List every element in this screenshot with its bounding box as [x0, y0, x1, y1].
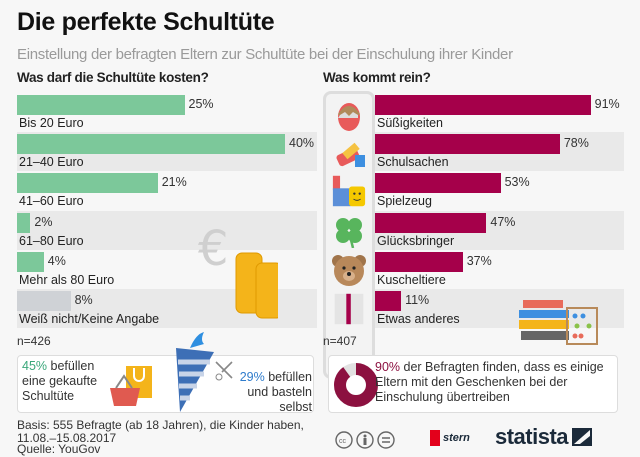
diy-note: 29% befüllen und basteln selbst [232, 370, 312, 415]
category-label: Etwas anderes [377, 312, 460, 326]
svg-text:cc: cc [339, 438, 347, 445]
value-label: 53% [504, 175, 530, 190]
bought-pct: 45% [22, 359, 48, 373]
value-label: 25% [188, 97, 214, 111]
exaggeration-note: 90% der Befragten finden, dass es einige… [375, 360, 615, 405]
category-label: Schulsachen [377, 155, 449, 170]
bar [375, 251, 463, 272]
books-abacus-icon [519, 300, 598, 345]
diy-text: befüllen und basteln selbst [247, 370, 312, 414]
toy-blocks-icon [332, 175, 366, 207]
bar [17, 173, 158, 194]
bar [375, 173, 501, 194]
bar [375, 291, 402, 311]
gift-icon [334, 293, 364, 325]
row-background [17, 210, 317, 250]
left-sample-size: n=426 [17, 334, 51, 348]
category-label: Mehr als 80 Euro [19, 272, 115, 287]
pencil-eraser-icon [336, 142, 365, 167]
svg-text:€: € [198, 225, 229, 277]
stern-logo-text: stern [443, 432, 470, 444]
creative-commons-icon: cc [335, 431, 395, 449]
bar [17, 95, 185, 115]
stern-logo: stern [430, 430, 470, 446]
school-cone-icon [176, 332, 214, 412]
category-label: 41–60 Euro [19, 194, 84, 209]
value-label: 37% [466, 253, 492, 268]
category-label: 21–40 Euro [19, 155, 84, 170]
value-label: 2% [34, 214, 53, 229]
bar [17, 291, 71, 311]
category-label: Weiß nicht/Keine Angabe [19, 312, 160, 326]
statista-logo-text: statista [495, 424, 569, 449]
value-label: 8% [74, 293, 93, 307]
bar [17, 212, 31, 233]
value-label: 40% [289, 136, 315, 151]
category-label: Glücksbringer [377, 233, 455, 248]
bought-note: 45% befüllen eine gekaufte Schultüte [22, 359, 100, 404]
donut-value-arc [334, 363, 378, 407]
bought-text: befüllen eine gekaufte Schultüte [22, 359, 98, 403]
statista-logo-icon [572, 428, 593, 446]
value-label: 4% [47, 253, 66, 268]
category-label: Kuscheltiere [377, 272, 446, 287]
bar [375, 134, 560, 155]
shopping-basket-icon [110, 366, 152, 406]
page-title: Die perfekte Schultüte [17, 8, 275, 36]
right-sample-size: n=407 [323, 334, 357, 348]
value-label: 91% [594, 97, 620, 111]
exaggeration-pct: 90% [375, 360, 401, 374]
bar [17, 251, 44, 272]
basis-note: Basis: 555 Befragte (ab 18 Jahren), die … [17, 418, 304, 445]
value-label: 47% [490, 214, 516, 229]
statista-logo: statista [495, 424, 593, 450]
source-note: Quelle: YouGov [17, 442, 101, 456]
category-label: Bis 20 Euro [19, 116, 84, 130]
bar [375, 212, 487, 233]
scissors-icon [215, 361, 233, 381]
diy-note-box: 45% befüllen eine gekaufte Schultüte 29%… [17, 332, 314, 415]
egg-icon [338, 103, 360, 131]
exaggeration-text: der Befragten finden, dass es einige Elt… [375, 360, 604, 404]
left-chart-title: Was darf die Schultüte kosten? [17, 70, 209, 85]
value-label: 78% [563, 136, 589, 151]
category-label: Süßigkeiten [377, 116, 444, 130]
teddy-bear-icon [332, 255, 366, 286]
euro-coins-icon: € [198, 225, 278, 319]
exaggeration-note-box: 90% der Befragten finden, dass es einige… [328, 355, 618, 413]
category-label: 61–80 Euro [19, 233, 84, 248]
right-chart-title: Was kommt rein? [323, 70, 431, 85]
clover-icon [336, 218, 362, 248]
diy-pct: 29% [239, 370, 265, 384]
bar [17, 134, 285, 155]
value-label: 11% [405, 293, 430, 307]
bar [375, 95, 591, 115]
subtitle: Einstellung der befragten Eltern zur Sch… [17, 46, 513, 63]
donut-chart [334, 363, 378, 407]
category-label: Spielzeug [377, 194, 432, 209]
value-label: 21% [161, 175, 187, 190]
